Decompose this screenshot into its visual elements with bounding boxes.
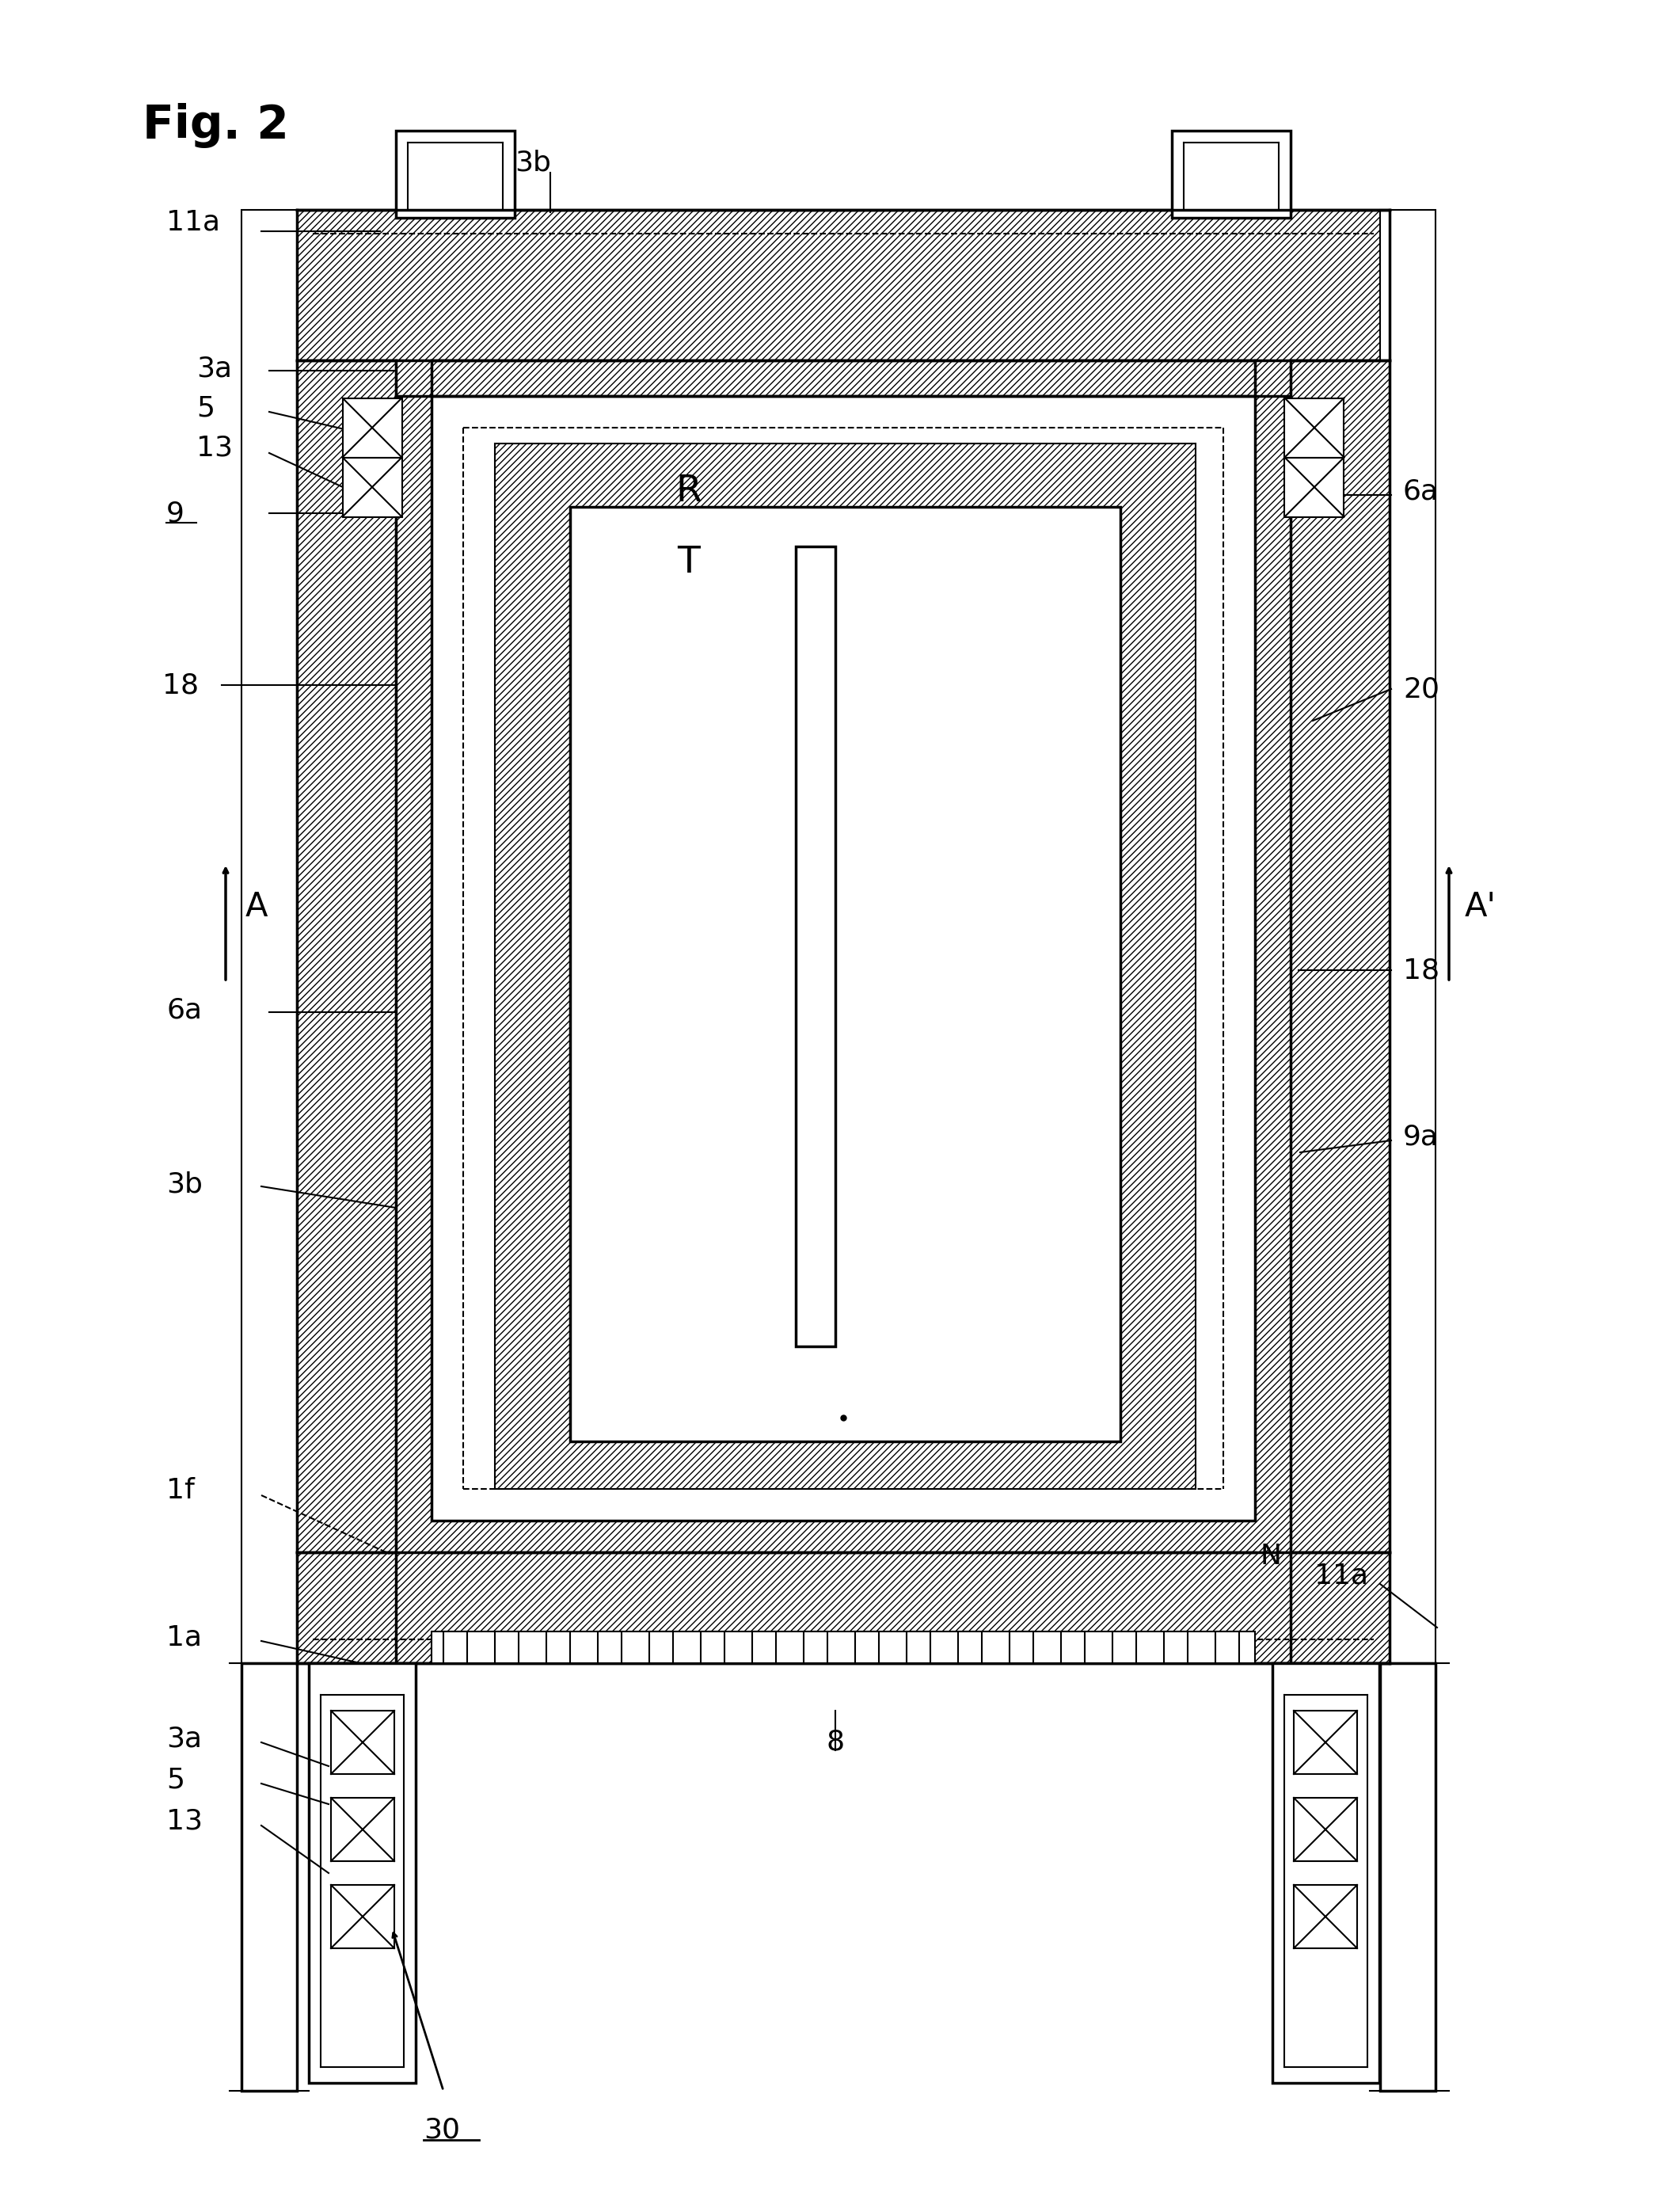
Text: 1a: 1a [166,1624,201,1652]
Bar [1285,398,1343,458]
Bar [570,507,1120,1442]
Text: A: A [245,889,268,922]
Text: 9a: 9a [1404,1124,1439,1150]
Bar [309,1663,416,2084]
Bar [1164,1632,1187,1663]
Bar [330,1885,394,1949]
Bar [1112,1632,1137,1663]
Bar [431,1632,1254,1663]
Bar [1380,210,1436,1663]
Text: 13: 13 [166,1807,203,1836]
Text: 13: 13 [196,434,233,460]
Bar [1285,458,1343,518]
Text: 8: 8 [827,1730,845,1756]
Bar [396,361,1291,1553]
Bar [1293,1710,1357,1774]
Bar [297,210,1390,361]
Bar [297,1553,1390,1663]
Text: 5: 5 [196,394,215,420]
Bar [753,1632,776,1663]
Text: 3b: 3b [166,1170,203,1197]
Bar [330,1710,394,1774]
Bar [241,1663,297,2090]
Bar [1010,1632,1033,1663]
Text: 1f: 1f [166,1478,195,1504]
Bar [907,1632,931,1663]
Text: 3b: 3b [515,148,552,175]
Text: 18: 18 [163,672,200,699]
Text: 5: 5 [166,1767,184,1794]
Bar [443,1632,468,1663]
Bar [342,398,402,458]
Text: 30: 30 [424,2117,459,2143]
Bar [241,210,297,1663]
Text: 11a: 11a [1315,1562,1368,1590]
Text: 11a: 11a [166,208,220,234]
Text: 20: 20 [1404,675,1439,703]
Bar [803,1632,827,1663]
Text: 6a: 6a [1404,478,1439,504]
Bar [597,1632,622,1663]
Text: N: N [1261,1542,1281,1571]
Bar [1293,1798,1357,1860]
Bar [547,1632,570,1663]
Bar [396,131,515,217]
Text: 9: 9 [166,500,184,526]
Bar [1380,1663,1436,2090]
Bar [330,1798,394,1860]
Bar [958,1632,981,1663]
Text: Fig. 2: Fig. 2 [143,104,288,148]
Bar [1291,361,1390,1553]
Text: A': A' [1464,889,1496,922]
Bar [701,1632,724,1663]
Bar [297,361,396,1553]
Bar [495,445,1196,1489]
Bar [495,1632,518,1663]
Bar [1216,1632,1239,1663]
Text: R: R [676,473,703,509]
Bar [431,396,1254,1520]
Bar [855,1632,879,1663]
Text: 18: 18 [1404,958,1439,984]
Bar [797,546,835,1347]
Bar [1062,1632,1085,1663]
Bar [649,1632,672,1663]
Bar [342,458,402,518]
Text: 6a: 6a [166,995,201,1024]
Bar [1273,1663,1378,2084]
Bar [1293,1885,1357,1949]
Text: T: T [678,544,701,580]
Text: 3a: 3a [196,354,231,383]
Text: 3a: 3a [166,1725,201,1752]
Bar [1172,131,1291,217]
